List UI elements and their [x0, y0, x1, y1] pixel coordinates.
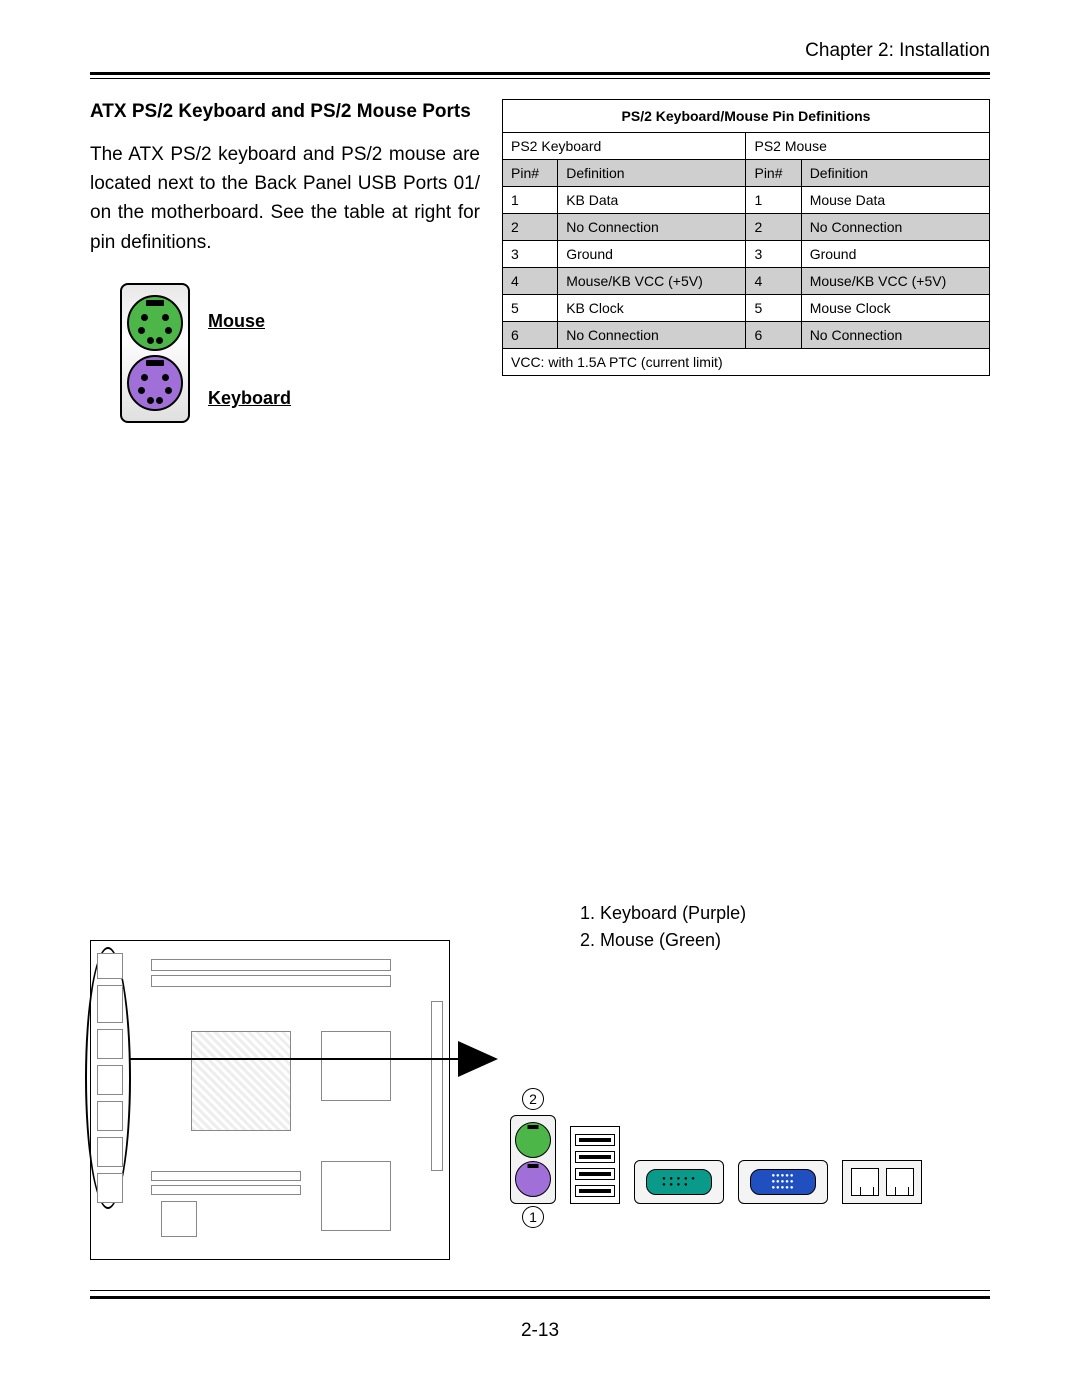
col-pin-ms: Pin# [746, 160, 801, 187]
rj45-port-icon [851, 1168, 879, 1196]
legend-line-2: 2. Mouse (Green) [580, 927, 746, 954]
table-title: PS/2 Keyboard/Mouse Pin Definitions [503, 100, 990, 133]
table-cell: No Connection [801, 214, 989, 241]
usb-port-icon [575, 1134, 615, 1146]
rj45-port-icon [886, 1168, 914, 1196]
table-cell: 4 [503, 268, 558, 295]
table-row: 1KB Data1Mouse Data [503, 187, 990, 214]
table-cell: Mouse/KB VCC (+5V) [801, 268, 989, 295]
table-cell: 3 [746, 241, 801, 268]
motherboard-diagram [90, 940, 450, 1260]
col-def-kb: Definition [558, 160, 746, 187]
table-cell: Mouse/KB VCC (+5V) [558, 268, 746, 295]
pin-definitions-table: PS/2 Keyboard/Mouse Pin Definitions PS2 … [502, 99, 990, 376]
table-row: 5KB Clock5Mouse Clock [503, 295, 990, 322]
keyboard-label: Keyboard [208, 388, 291, 409]
table-cell: 2 [503, 214, 558, 241]
table-cell: KB Data [558, 187, 746, 214]
table-row: 2No Connection2No Connection [503, 214, 990, 241]
table-cell: Mouse Data [801, 187, 989, 214]
callout-number-2: 2 [522, 1088, 544, 1110]
body-text: The ATX PS/2 keyboard and PS/2 mouse are… [90, 140, 480, 258]
ps2-connector-stack [120, 283, 190, 423]
usb-port-icon [575, 1168, 615, 1180]
rear-usb-stack [570, 1126, 620, 1204]
legend-line-1: 1. Keyboard (Purple) [580, 900, 746, 927]
table-cell: No Connection [558, 322, 746, 349]
table-row: 4Mouse/KB VCC (+5V)4Mouse/KB VCC (+5V) [503, 268, 990, 295]
table-row: 6No Connection6No Connection [503, 322, 990, 349]
table-cell: 5 [746, 295, 801, 322]
table-cell: 5 [503, 295, 558, 322]
table-cell: 3 [503, 241, 558, 268]
col-def-ms: Definition [801, 160, 989, 187]
kb-header: PS2 Keyboard [503, 133, 746, 160]
usb-port-icon [575, 1151, 615, 1163]
mouse-label: Mouse [208, 311, 291, 332]
table-row: 3Ground3Ground [503, 241, 990, 268]
vga-port-icon: ●●●●●●●●●●●●●●● [738, 1160, 828, 1204]
ms-header: PS2 Mouse [746, 133, 990, 160]
table-cell: 1 [746, 187, 801, 214]
table-cell: No Connection [558, 214, 746, 241]
table-cell: Ground [558, 241, 746, 268]
ps2-illustration: Mouse Keyboard [120, 283, 480, 423]
page-number: 2-13 [0, 1320, 1080, 1342]
ps2-keyboard-port-icon [127, 355, 183, 411]
port-legend: 1. Keyboard (Purple) 2. Mouse (Green) [580, 900, 746, 954]
table-cell: 1 [503, 187, 558, 214]
table-cell: No Connection [801, 322, 989, 349]
footer-rule-thin [90, 1290, 990, 1291]
usb-port-icon [575, 1185, 615, 1197]
table-cell: KB Clock [558, 295, 746, 322]
rear-panel-diagram: ● ● ● ● ●● ● ● ● ●●●●●●●●●●●●●●● [510, 1115, 922, 1204]
table-cell: Mouse Clock [801, 295, 989, 322]
table-cell: 2 [746, 214, 801, 241]
header-rule-thin [90, 78, 990, 79]
table-footer: VCC: with 1.5A PTC (current limit) [503, 349, 990, 376]
callout-arrow-head-icon [458, 1041, 498, 1077]
col-pin-kb: Pin# [503, 160, 558, 187]
header-rule-thick [90, 72, 990, 75]
lan-port-stack [842, 1160, 922, 1204]
table-cell: 4 [746, 268, 801, 295]
table-cell: 6 [746, 322, 801, 349]
table-cell: Ground [801, 241, 989, 268]
serial-port-icon: ● ● ● ● ●● ● ● ● [634, 1160, 724, 1204]
chapter-header: Chapter 2: Installation [90, 40, 990, 68]
callout-number-1: 1 [522, 1206, 544, 1228]
table-cell: 6 [503, 322, 558, 349]
section-title: ATX PS/2 Keyboard and PS/2 Mouse Ports [90, 99, 480, 126]
ps2-mouse-port-icon [127, 295, 183, 351]
footer-rule-thick [90, 1296, 990, 1299]
callout-arrow-line [130, 1058, 460, 1060]
